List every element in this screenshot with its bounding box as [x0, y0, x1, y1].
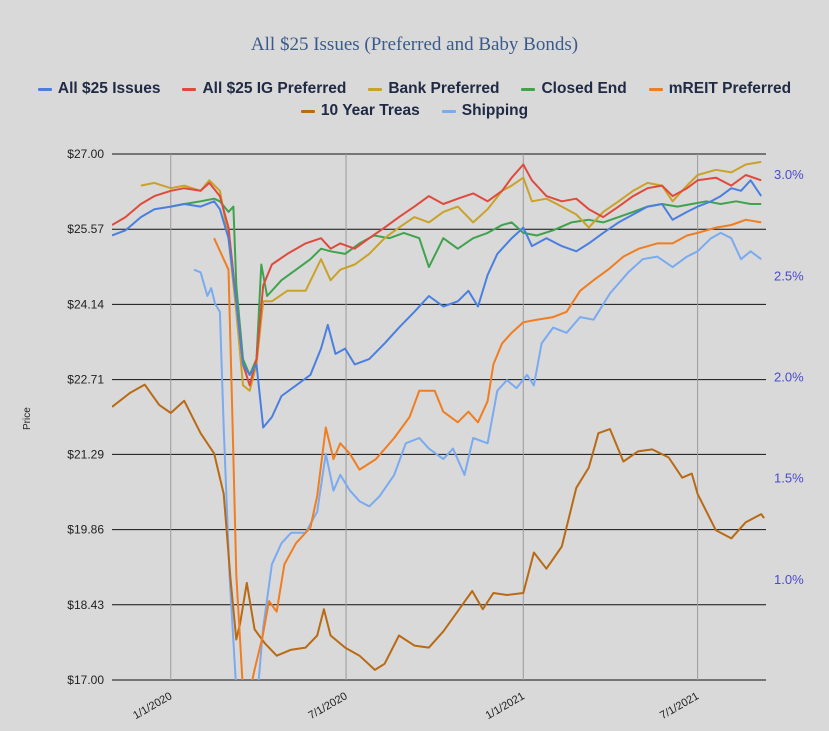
legend-item[interactable]: Shipping — [441, 102, 529, 120]
legend-row-2: 10 Year Treas Shipping — [0, 102, 829, 120]
series-group — [112, 160, 765, 680]
y2-tick-label: 1.5% — [774, 471, 804, 486]
y2-tick-label: 2.0% — [774, 370, 804, 385]
legend-swatch — [368, 87, 383, 91]
legend-row-1: All $25 Issues All $25 IG Preferred Bank… — [0, 80, 829, 98]
legend-item[interactable]: All $25 IG Preferred — [182, 80, 346, 98]
legend-swatch — [441, 109, 456, 113]
x-tick-label: 1/1/2021 — [484, 690, 527, 722]
legend-item[interactable]: 10 Year Treas — [300, 102, 420, 120]
legend-swatch — [300, 109, 315, 113]
y2-tick-label: 1.0% — [774, 572, 804, 587]
series-line-mreit-preferred — [213, 218, 762, 680]
legend-label: All $25 IG Preferred — [202, 80, 347, 97]
y-tick-label: $22.71 — [67, 373, 104, 387]
legend-swatch — [648, 87, 663, 91]
legend-swatch — [37, 87, 52, 91]
legend-item[interactable]: All $25 Issues — [37, 80, 161, 98]
x-tick-label: 7/1/2021 — [658, 690, 701, 722]
series-line-bank-preferred — [140, 160, 762, 392]
y-tick-label: $21.29 — [67, 447, 104, 461]
legend-label: 10 Year Treas — [320, 102, 420, 119]
y2-tick-label: 3.0% — [774, 167, 804, 182]
legend-swatch — [182, 87, 197, 91]
y-tick-label: $17.00 — [67, 673, 104, 687]
legend-label: mREIT Preferred — [668, 80, 792, 97]
legend-swatch — [521, 87, 536, 91]
x-tick-label: 1/1/2020 — [131, 690, 174, 722]
series-line-all-25-issues — [112, 179, 763, 429]
legend-label: Shipping — [461, 102, 529, 119]
y-tick-label: $24.14 — [67, 297, 104, 311]
legend-item[interactable]: Bank Preferred — [368, 80, 499, 98]
chart-title: All $25 Issues (Preferred and Baby Bonds… — [250, 34, 579, 55]
series-line-shipping — [193, 231, 762, 680]
legend-label: Bank Preferred — [388, 80, 500, 97]
legend-label: All $25 Issues — [57, 80, 161, 97]
legend-item[interactable]: mREIT Preferred — [648, 80, 792, 98]
y-tick-label: $25.57 — [67, 222, 104, 236]
series-line-closed-end — [170, 197, 762, 376]
legend-item[interactable]: Closed End — [521, 80, 627, 98]
y2-tick-label: 2.5% — [774, 268, 804, 283]
x-tick-label: 7/1/2020 — [306, 690, 349, 722]
series-line-all-25-ig-preferred — [112, 163, 762, 387]
legend-label: Closed End — [541, 80, 627, 97]
y-tick-label: $19.86 — [67, 523, 104, 537]
y-tick-label: $27.00 — [67, 147, 104, 161]
y-tick-label: $18.43 — [67, 598, 104, 612]
series-line-10-year-treas — [112, 383, 765, 671]
